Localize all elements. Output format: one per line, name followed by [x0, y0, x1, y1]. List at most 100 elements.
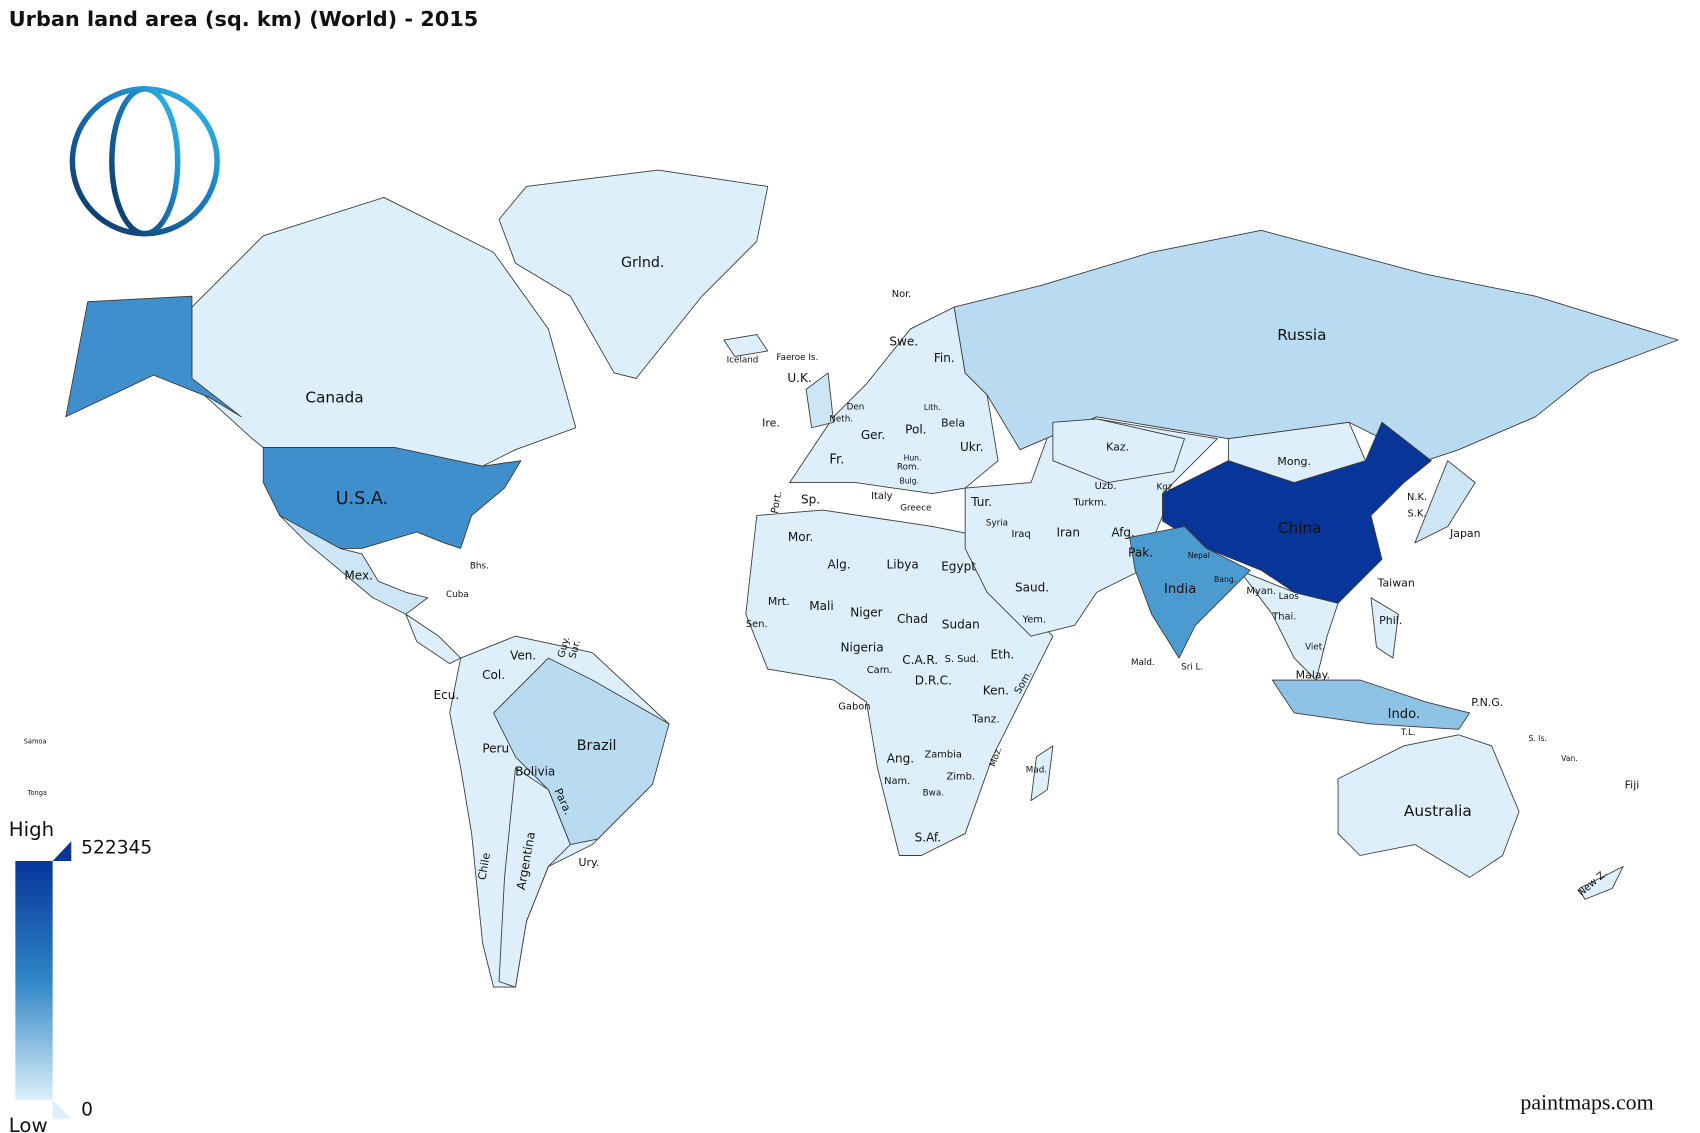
place-label: Nam.: [884, 776, 910, 787]
place-label: Sen.: [746, 619, 768, 630]
place-label: Sudan: [942, 618, 980, 632]
country: [805, 372, 834, 429]
place-label: Bhs.: [470, 561, 489, 571]
place-label: Zimb.: [947, 772, 976, 783]
landmass: [405, 613, 462, 665]
country: [723, 334, 769, 357]
country: [279, 515, 429, 615]
place-label: Chad: [897, 612, 928, 626]
place-label: Iraq: [1011, 529, 1030, 540]
country: [1337, 734, 1520, 878]
place-label: Faeroe Is.: [776, 353, 818, 363]
place-label: Pol.: [905, 422, 926, 436]
country-label: Kaz.: [1106, 441, 1129, 454]
place-label: Syria: [986, 519, 1008, 529]
place-label: Samoa: [24, 737, 47, 745]
place-label: T.L.: [1400, 728, 1416, 738]
place-label: Tanz.: [971, 712, 1000, 725]
place-label: Lith.: [924, 403, 941, 412]
place-label: Laos: [1279, 592, 1300, 602]
country-label: Indo.: [1388, 707, 1421, 722]
place-label: Malay.: [1296, 669, 1330, 682]
place-label: Nor.: [892, 289, 912, 300]
country-label: India: [1164, 582, 1196, 597]
place-label: Chile: [475, 851, 493, 881]
country: [1271, 679, 1471, 730]
place-label: Neth.: [829, 414, 853, 424]
map-title: Urban land area (sq. km) (World) - 2015: [9, 7, 478, 31]
labels: Canada U.S.A. Grlnd. Mex. Brazil Russia China I…: [24, 255, 1640, 898]
country: [498, 767, 571, 988]
place-label: S. Sud.: [945, 654, 979, 665]
legend: High Low 522345 0: [9, 818, 152, 1133]
place-label: Bulg.: [899, 477, 919, 486]
place-label: Libya: [887, 557, 919, 571]
place-label: Mrt.: [768, 595, 790, 608]
legend-max-marker: [52, 841, 72, 861]
country: [498, 169, 769, 379]
country: [1578, 866, 1624, 900]
place-label: Iran: [1056, 526, 1080, 540]
place-label: Col.: [482, 668, 505, 682]
place-label: Greece: [900, 503, 931, 513]
place-label: Ven.: [510, 648, 536, 662]
place-label: Fiji: [1625, 778, 1640, 791]
place-label: Bela: [941, 416, 965, 429]
place-label: Niger: [850, 606, 882, 620]
place-label: Bang.: [1214, 575, 1236, 584]
place-label: Mald.: [1131, 658, 1155, 668]
legend-max: 522345: [81, 837, 152, 858]
country-label: Brazil: [577, 738, 617, 754]
legend-bar: [15, 860, 53, 1101]
legend-min: 0: [81, 1099, 93, 1120]
country: [493, 657, 670, 845]
place-label: Peru: [482, 742, 509, 756]
country-label: U.K.: [787, 371, 811, 385]
country-label: Australia: [1404, 802, 1472, 820]
country: [1414, 460, 1476, 544]
place-label: Mali: [809, 599, 833, 613]
country-label: U.S.A.: [336, 489, 388, 509]
country-label: Japan: [1449, 527, 1481, 540]
place-label: Saud.: [1015, 580, 1049, 594]
place-label: Sri L.: [1181, 662, 1203, 672]
landmass: [1370, 597, 1399, 659]
place-label: Cuba: [446, 590, 469, 600]
place-label: Thai.: [1271, 611, 1296, 622]
country-label: China: [1278, 519, 1322, 537]
place-label: Turkm.: [1073, 497, 1107, 508]
place-label: Tur.: [970, 495, 992, 509]
country: [191, 196, 577, 467]
legend-min-marker: [52, 1100, 72, 1119]
place-label: Port.: [770, 490, 785, 514]
place-label: Taiwan: [1377, 577, 1415, 590]
place-label: Kgz.: [1157, 482, 1176, 492]
country: [953, 229, 1679, 462]
place-label: Fr.: [829, 453, 844, 468]
place-label: Ury.: [579, 856, 600, 869]
place-label: Zambia: [924, 750, 961, 761]
credit: paintmaps.com: [1520, 1089, 1653, 1114]
country-label: Mong.: [1277, 455, 1311, 468]
place-label: Cam.: [867, 665, 893, 676]
place-label: Den: [847, 402, 865, 412]
place-label: D.R.C.: [915, 674, 952, 688]
country: [1227, 421, 1366, 484]
place-label: N.K.: [1407, 492, 1427, 503]
country-label: Grlnd.: [621, 255, 664, 271]
logo: [69, 86, 220, 237]
place-label: Bolivia: [515, 765, 555, 779]
place-label: Alg.: [827, 557, 850, 571]
place-label: S. Is.: [1528, 734, 1546, 743]
country-label: Mex.: [344, 568, 373, 582]
place-label: Nigeria: [841, 641, 884, 655]
place-label: Mor.: [788, 530, 813, 544]
place-label: Ger.: [861, 428, 885, 442]
place-label: Eth.: [991, 647, 1015, 661]
place-label: P.N.G.: [1471, 696, 1503, 709]
legend-high: High: [9, 818, 54, 841]
place-label: Swe.: [889, 335, 918, 349]
place-label: Uzb.: [1095, 481, 1117, 492]
place-label: Fin.: [934, 351, 955, 365]
